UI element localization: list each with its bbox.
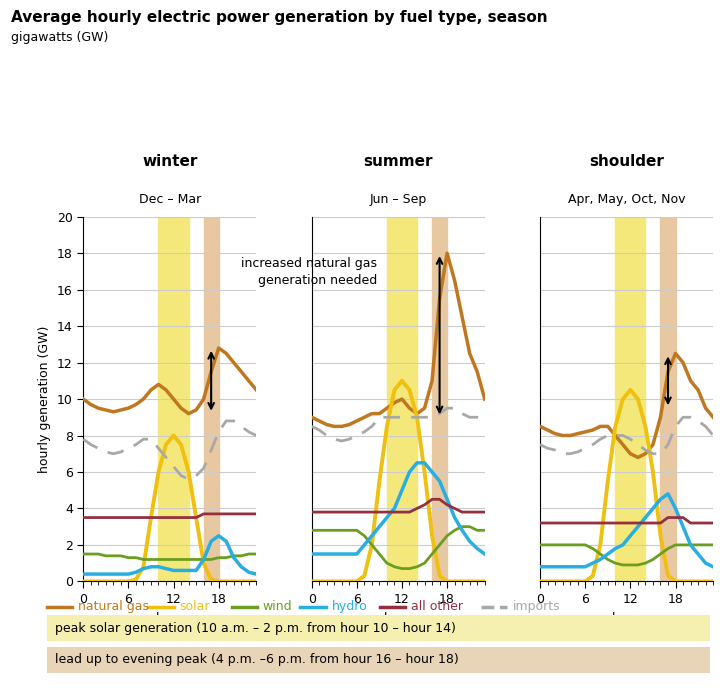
- Text: Dec – Mar: Dec – Mar: [139, 193, 201, 206]
- Text: winter: winter: [142, 154, 198, 169]
- X-axis label: hour: hour: [156, 612, 184, 625]
- Bar: [660, 217, 675, 581]
- Bar: [432, 217, 447, 581]
- Text: natural gas: natural gas: [78, 601, 149, 613]
- Text: solar: solar: [180, 601, 210, 613]
- Y-axis label: hourly generation (GW): hourly generation (GW): [38, 325, 51, 473]
- Text: peak solar generation (10 a.m. – 2 p.m. from hour 10 – hour 14): peak solar generation (10 a.m. – 2 p.m. …: [55, 622, 456, 634]
- Text: Jun – Sep: Jun – Sep: [369, 193, 427, 206]
- Text: hydro: hydro: [332, 601, 367, 613]
- Text: lead up to evening peak (4 p.m. –6 p.m. from hour 16 – hour 18): lead up to evening peak (4 p.m. –6 p.m. …: [55, 654, 459, 666]
- X-axis label: hour: hour: [384, 612, 413, 625]
- Bar: [387, 217, 417, 581]
- Bar: [203, 217, 219, 581]
- Text: Average hourly electric power generation by fuel type, season: Average hourly electric power generation…: [11, 10, 547, 25]
- Bar: [159, 217, 188, 581]
- Bar: [615, 217, 645, 581]
- Text: gigawatts (GW): gigawatts (GW): [11, 31, 108, 44]
- Text: all other: all other: [411, 601, 463, 613]
- Text: Apr, May, Oct, Nov: Apr, May, Oct, Nov: [568, 193, 686, 206]
- Text: increased natural gas
generation needed: increased natural gas generation needed: [241, 257, 377, 287]
- Text: summer: summer: [363, 154, 433, 169]
- X-axis label: hour: hour: [613, 612, 641, 625]
- Text: shoulder: shoulder: [589, 154, 664, 169]
- Text: imports: imports: [513, 601, 560, 613]
- Text: wind: wind: [263, 601, 292, 613]
